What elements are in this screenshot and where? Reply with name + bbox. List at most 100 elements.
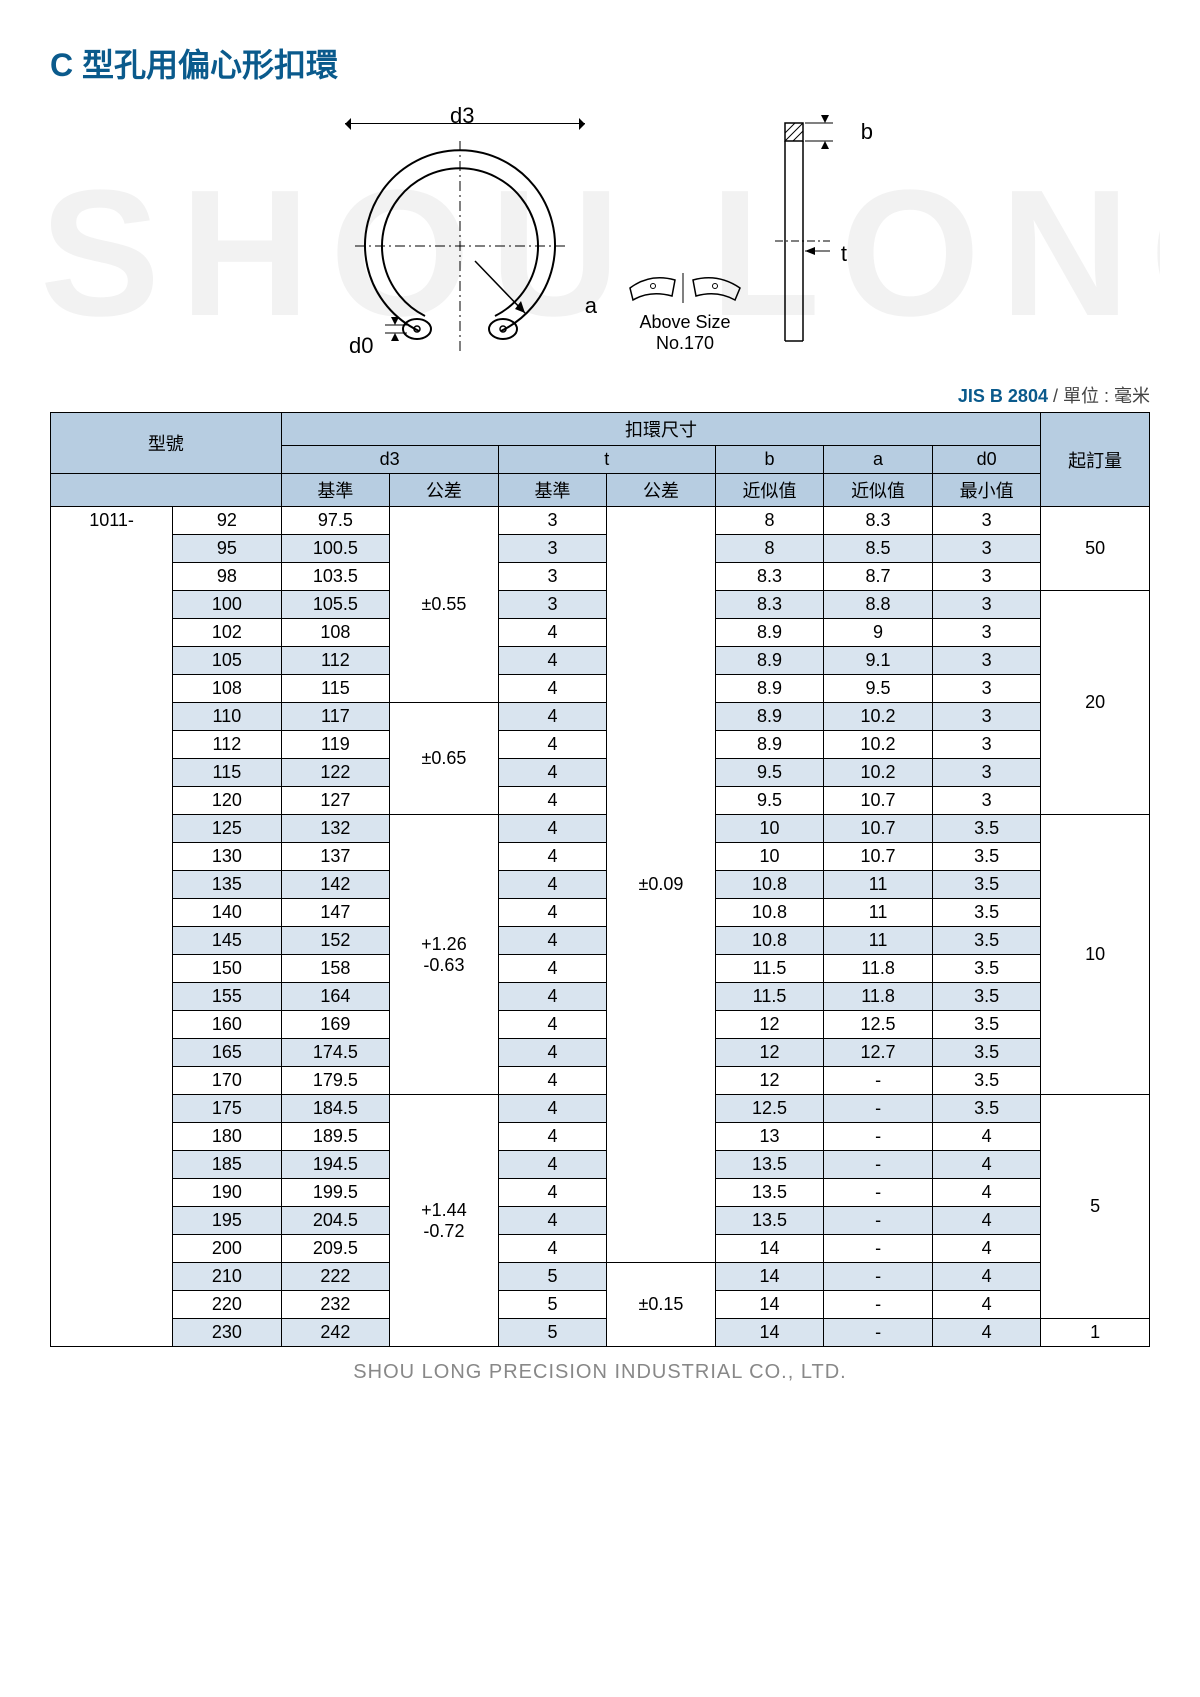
cell-model: 165 [173, 1039, 282, 1067]
table-body: 1011-9297.5±0.553±0.0988.335095100.5388.… [51, 507, 1150, 1347]
table-row: 135142410.8113.5 [51, 871, 1150, 899]
cell-d3-base: 222 [281, 1263, 390, 1291]
hdr-ring-dim: 扣環尺寸 [281, 413, 1041, 446]
cell-d0: 3.5 [932, 815, 1041, 843]
cell-b: 13.5 [715, 1151, 824, 1179]
cell-d0: 3.5 [932, 843, 1041, 871]
cell-model: 150 [173, 955, 282, 983]
cell-d0: 4 [932, 1207, 1041, 1235]
cell-d0: 3 [932, 619, 1041, 647]
cell-d0: 3 [932, 731, 1041, 759]
hdr-d3: d3 [281, 446, 498, 474]
cell-b: 12.5 [715, 1095, 824, 1123]
cell-a: - [824, 1319, 933, 1347]
cell-a: - [824, 1291, 933, 1319]
cell-d0: 3 [932, 647, 1041, 675]
cell-a: 10.2 [824, 759, 933, 787]
cell-model: 100 [173, 591, 282, 619]
cell-t-base: 3 [498, 535, 607, 563]
cell-b: 14 [715, 1235, 824, 1263]
hdr-b-approx: 近似值 [715, 474, 824, 507]
table-row: 11512249.510.23 [51, 759, 1150, 787]
cell-t-tol: ±0.15 [607, 1263, 716, 1347]
table-row: 140147410.8113.5 [51, 899, 1150, 927]
cell-b: 8 [715, 507, 824, 535]
cell-b: 8.9 [715, 647, 824, 675]
cell-t-base: 4 [498, 787, 607, 815]
cell-d3-base: 100.5 [281, 535, 390, 563]
cell-t-base: 4 [498, 1151, 607, 1179]
hdr-moq: 起訂量 [1041, 413, 1150, 507]
cell-a: 11 [824, 871, 933, 899]
cell-d0: 3 [932, 675, 1041, 703]
cell-t-base: 4 [498, 619, 607, 647]
cell-d0: 3 [932, 535, 1041, 563]
cell-a: - [824, 1263, 933, 1291]
cell-t-base: 3 [498, 507, 607, 535]
cell-b: 11.5 [715, 955, 824, 983]
hdr-d0: d0 [932, 446, 1041, 474]
cell-d0: 3.5 [932, 1011, 1041, 1039]
table-row: 200209.5414-4 [51, 1235, 1150, 1263]
cell-model: 140 [173, 899, 282, 927]
cell-d0: 4 [932, 1263, 1041, 1291]
cell-b: 10.8 [715, 927, 824, 955]
cell-moq: 5 [1041, 1095, 1150, 1319]
table-row: 13013741010.73.5 [51, 843, 1150, 871]
hdr-a-approx: 近似值 [824, 474, 933, 507]
cell-model: 180 [173, 1123, 282, 1151]
cell-d3-base: 189.5 [281, 1123, 390, 1151]
table-row: 10210848.993 [51, 619, 1150, 647]
cell-model: 115 [173, 759, 282, 787]
cell-b: 8.9 [715, 619, 824, 647]
table-row: 150158411.511.83.5 [51, 955, 1150, 983]
cell-model: 130 [173, 843, 282, 871]
cell-d0: 3.5 [932, 955, 1041, 983]
cell-a: 10.7 [824, 815, 933, 843]
cell-model: 135 [173, 871, 282, 899]
table-row: 100105.538.38.8320 [51, 591, 1150, 619]
cell-t-base: 4 [498, 815, 607, 843]
cell-d3-base: 119 [281, 731, 390, 759]
cell-d0: 4 [932, 1179, 1041, 1207]
cell-a: 11.8 [824, 955, 933, 983]
cell-a: 10.2 [824, 731, 933, 759]
cell-a: 10.7 [824, 787, 933, 815]
hdr-d0-min: 最小值 [932, 474, 1041, 507]
spec-table: 型號 扣環尺寸 起訂量 d3 t b a d0 基準 公差 基準 公差 近似值 … [50, 412, 1150, 1347]
cell-t-base: 4 [498, 871, 607, 899]
cell-model: 220 [173, 1291, 282, 1319]
cell-d3-base: 137 [281, 843, 390, 871]
page-title: C 型孔用偏心形扣環 [50, 40, 1150, 86]
cell-t-base: 3 [498, 563, 607, 591]
cell-model: 175 [173, 1095, 282, 1123]
cell-d0: 4 [932, 1235, 1041, 1263]
page-container: C 型孔用偏心形扣環 d3 [0, 0, 1200, 1404]
table-row: 98103.538.38.73 [51, 563, 1150, 591]
cell-d3-base: 194.5 [281, 1151, 390, 1179]
cell-d3-base: 108 [281, 619, 390, 647]
cell-b: 8.9 [715, 703, 824, 731]
cell-d3-base: 158 [281, 955, 390, 983]
cell-d3-base: 242 [281, 1319, 390, 1347]
cell-model: 120 [173, 787, 282, 815]
cell-a: 10.7 [824, 843, 933, 871]
hdr-a: a [824, 446, 933, 474]
cell-d3-base: 152 [281, 927, 390, 955]
cell-a: - [824, 1235, 933, 1263]
cell-b: 10 [715, 815, 824, 843]
cell-model: 195 [173, 1207, 282, 1235]
cell-t-base: 4 [498, 675, 607, 703]
cell-d3-tol: +1.26 -0.63 [390, 815, 499, 1095]
cell-a: 12.5 [824, 1011, 933, 1039]
table-row: 10811548.99.53 [51, 675, 1150, 703]
cell-d3-base: 179.5 [281, 1067, 390, 1095]
cell-t-base: 4 [498, 1123, 607, 1151]
cell-a: 11 [824, 927, 933, 955]
cell-t-base: 4 [498, 1207, 607, 1235]
cell-d3-base: 204.5 [281, 1207, 390, 1235]
cell-model: 112 [173, 731, 282, 759]
dim-label-d3: d3 [450, 103, 474, 129]
cell-t-base: 4 [498, 983, 607, 1011]
cell-model: 105 [173, 647, 282, 675]
